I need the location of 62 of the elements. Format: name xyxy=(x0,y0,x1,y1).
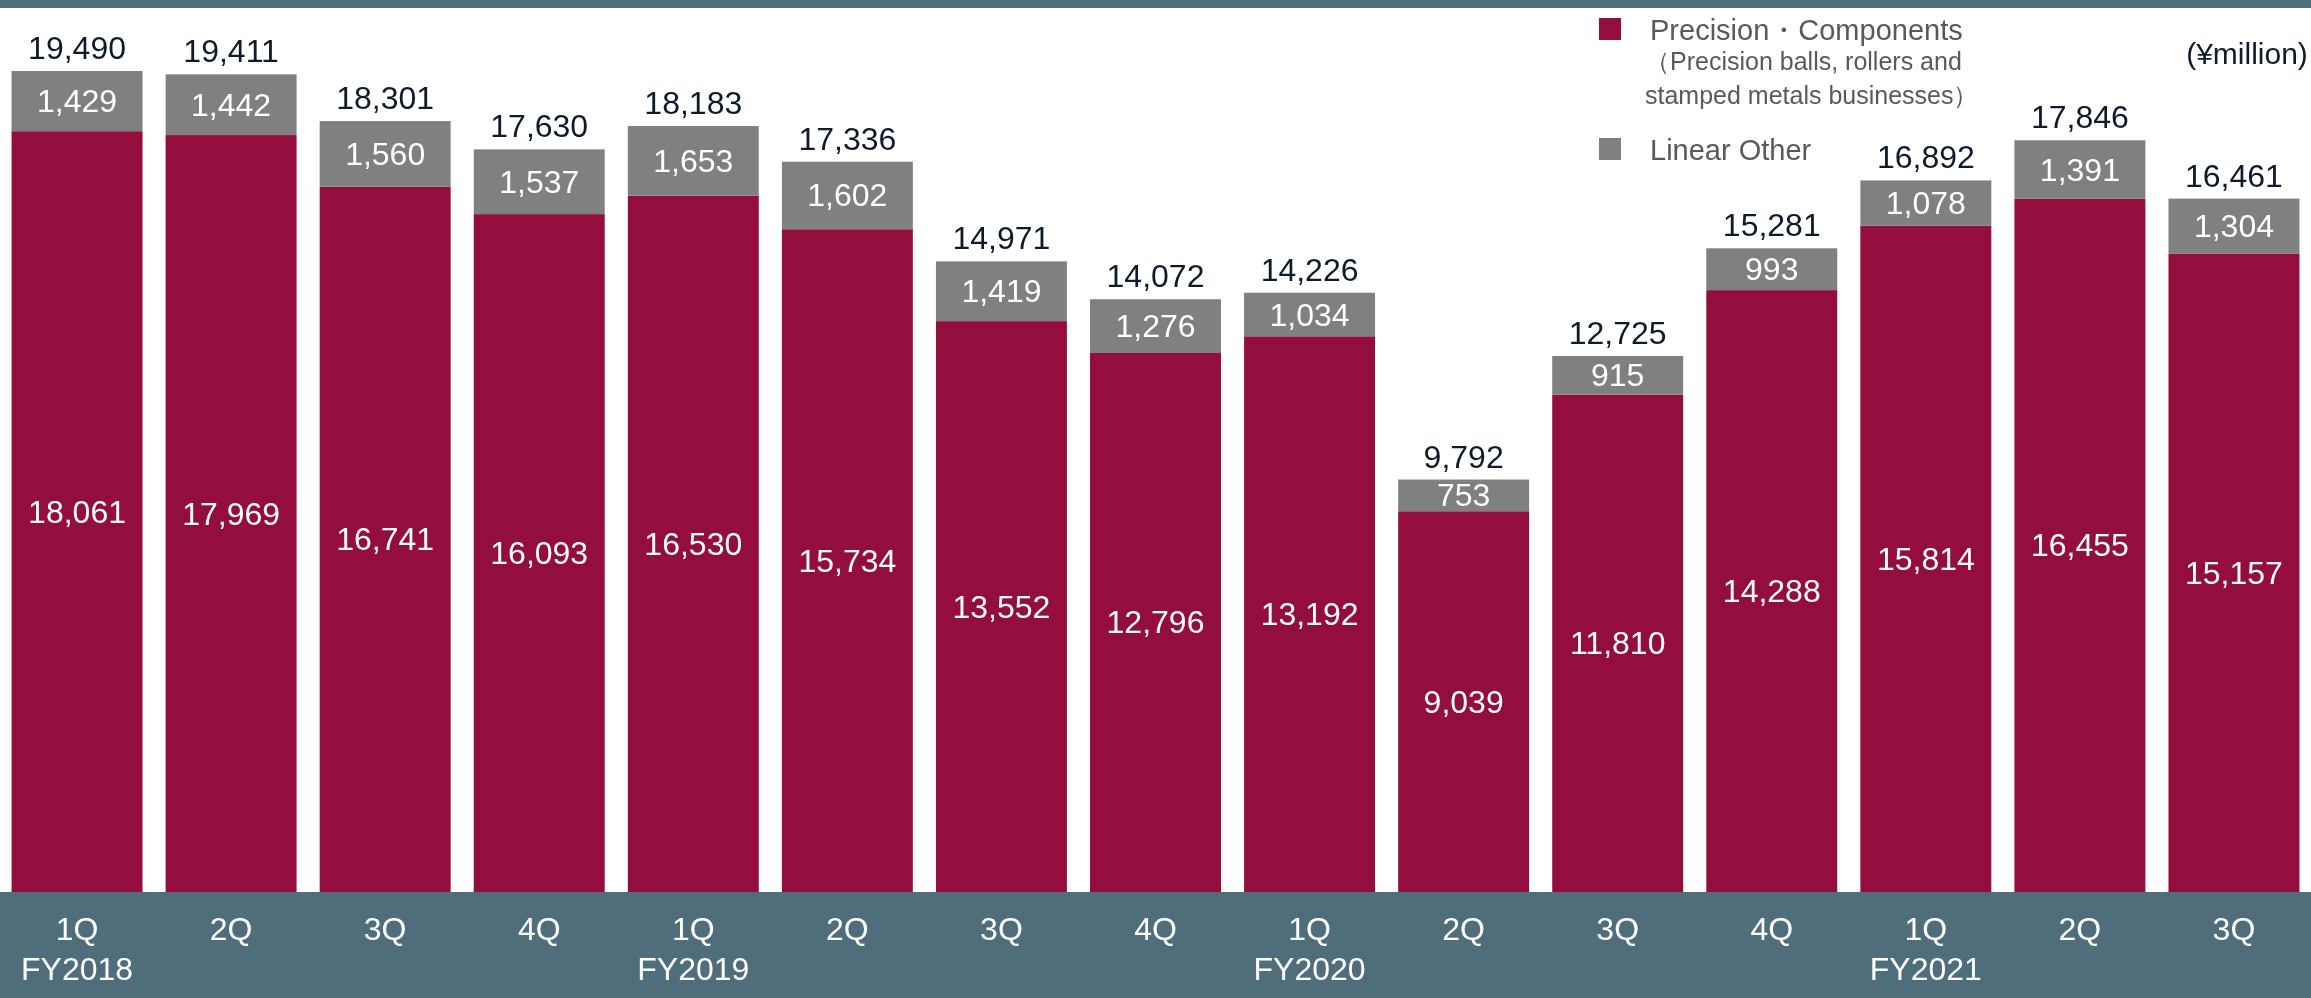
data-label: 993 xyxy=(1745,251,1799,288)
legend-label: Linear Other xyxy=(1650,134,1812,166)
data-label: 1,391 xyxy=(2039,151,2120,188)
data-label: 753 xyxy=(1436,477,1491,514)
total-label: 17,336 xyxy=(798,120,897,157)
data-label: 15,157 xyxy=(2185,554,2283,591)
data-label: 1,419 xyxy=(961,273,1042,310)
x-tick-label: 3Q xyxy=(2212,911,2256,947)
total-label: 12,725 xyxy=(1568,314,1667,351)
x-tick-label: 1Q FY2018 xyxy=(20,911,134,987)
data-label: 1,560 xyxy=(345,135,426,172)
data-label: 15,814 xyxy=(1876,540,1975,577)
data-label: 1,078 xyxy=(1885,185,1966,222)
data-label: 16,093 xyxy=(490,535,589,572)
data-label: 16,530 xyxy=(644,525,743,562)
x-tick-label: 4Q xyxy=(1750,911,1794,947)
data-label: 1,602 xyxy=(807,177,888,214)
data-label: 13,192 xyxy=(1260,596,1359,633)
data-label: 915 xyxy=(1591,357,1645,394)
data-label: 1,442 xyxy=(191,86,272,123)
x-tick-label: 1Q FY2020 xyxy=(1253,911,1366,987)
x-tick-label: 2Q xyxy=(209,911,253,947)
data-label: 11,810 xyxy=(1569,625,1666,662)
data-label: 1,653 xyxy=(653,142,734,179)
data-label: 1,276 xyxy=(1115,308,1196,345)
x-tick-label: 4Q xyxy=(517,911,561,947)
data-label: 9,039 xyxy=(1423,683,1504,720)
x-tick-label: 1Q FY2021 xyxy=(1869,911,1982,987)
total-label: 14,226 xyxy=(1260,251,1359,288)
data-label: 18,061 xyxy=(28,493,126,530)
x-tick-label: 2Q xyxy=(826,911,869,947)
data-label: 12,796 xyxy=(1106,604,1205,641)
x-tick-label: 2Q xyxy=(1442,911,1485,947)
x-tick-label: 1Q FY2019 xyxy=(637,911,750,987)
data-label: 1,429 xyxy=(36,83,118,120)
total-label: 18,183 xyxy=(644,85,743,122)
total-label: 9,792 xyxy=(1423,438,1504,475)
total-label: 17,630 xyxy=(490,108,589,145)
data-label: 13,552 xyxy=(952,588,1051,625)
data-label: 17,969 xyxy=(182,495,281,532)
total-label: 16,892 xyxy=(1876,139,1975,176)
x-tick-label: 4Q xyxy=(1134,911,1177,947)
x-tick-label: 3Q xyxy=(363,911,407,947)
x-tick-label: 3Q xyxy=(1596,911,1640,947)
total-label: 14,971 xyxy=(952,220,1051,257)
data-label: 1,537 xyxy=(499,163,580,200)
x-tick-label: 3Q xyxy=(980,911,1023,947)
data-label: 16,455 xyxy=(2030,527,2129,564)
data-label: 15,734 xyxy=(798,542,897,579)
total-label: 15,281 xyxy=(1722,207,1821,244)
data-label: 1,034 xyxy=(1269,296,1350,333)
data-label: 1,304 xyxy=(2193,208,2275,245)
total-label: 14,072 xyxy=(1106,258,1205,295)
total-label: 19,411 xyxy=(183,33,279,70)
total-label: 16,461 xyxy=(2185,157,2283,194)
data-label: 14,288 xyxy=(1722,573,1821,610)
x-tick-label: 2Q xyxy=(2058,911,2102,947)
data-label: 16,741 xyxy=(336,521,435,558)
total-label: 19,490 xyxy=(28,30,126,66)
total-label: 17,846 xyxy=(2030,99,2129,136)
total-label: 18,301 xyxy=(336,80,435,117)
text: (¥million) xyxy=(2186,37,2308,70)
